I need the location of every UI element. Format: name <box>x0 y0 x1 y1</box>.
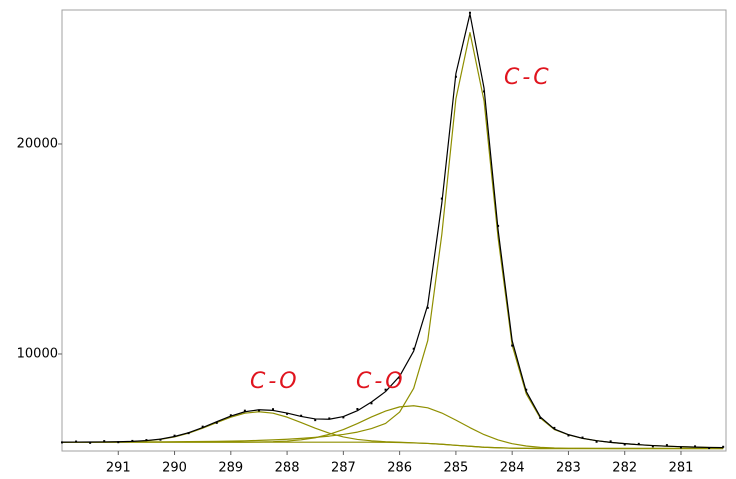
data-point <box>440 197 443 200</box>
data-point <box>229 414 232 417</box>
annotation: C-O <box>356 369 406 394</box>
data-point <box>623 443 626 446</box>
data-point <box>412 347 415 350</box>
y-tick-label: 20000 <box>17 136 58 151</box>
x-tick-label: 287 <box>331 461 356 476</box>
x-tick-label: 283 <box>556 461 581 476</box>
data-point <box>187 432 190 435</box>
data-point <box>328 417 331 420</box>
data-point <box>722 445 725 448</box>
annotation: C-C <box>504 65 552 90</box>
data-point <box>342 416 345 419</box>
data-point <box>75 440 78 443</box>
data-point <box>567 434 570 437</box>
data-point <box>201 425 204 428</box>
data-point <box>497 224 500 227</box>
data-point <box>609 440 612 443</box>
data-point <box>454 75 457 78</box>
data-point <box>511 344 514 347</box>
data-point <box>384 388 387 391</box>
data-point <box>61 441 63 444</box>
x-tick-label: 286 <box>387 461 412 476</box>
annotation: C-O <box>250 369 300 394</box>
data-point <box>581 436 584 439</box>
data-point <box>651 445 654 448</box>
data-point <box>483 90 486 93</box>
data-point <box>468 11 471 14</box>
x-tick-label: 285 <box>443 461 468 476</box>
data-point <box>637 442 640 445</box>
data-point <box>145 439 148 442</box>
data-point <box>314 419 317 422</box>
x-tick-label: 288 <box>275 461 300 476</box>
data-point <box>243 409 246 412</box>
x-tick-label: 289 <box>218 461 243 476</box>
x-tick-label: 291 <box>106 461 131 476</box>
data-point <box>525 388 528 391</box>
data-point <box>103 440 106 443</box>
data-point <box>300 414 303 417</box>
data-point <box>173 434 176 437</box>
data-point <box>159 438 162 441</box>
data-point <box>370 402 373 405</box>
data-point <box>215 421 218 424</box>
data-point <box>117 441 120 444</box>
data-point <box>257 409 260 412</box>
data-point <box>89 441 92 444</box>
x-tick-label: 281 <box>669 461 694 476</box>
data-point <box>708 447 711 450</box>
data-point <box>679 446 682 449</box>
data-point <box>426 306 429 309</box>
data-point <box>131 439 134 442</box>
data-point <box>553 426 556 429</box>
data-point <box>272 408 275 411</box>
data-point <box>595 440 598 443</box>
data-point <box>694 445 697 448</box>
data-point <box>286 412 289 415</box>
data-point <box>356 408 359 410</box>
x-tick-label: 284 <box>500 461 525 476</box>
envelope-line <box>61 13 724 449</box>
x-tick-label: 282 <box>612 461 637 476</box>
y-tick-label: 10000 <box>17 346 58 361</box>
data-point <box>539 417 542 420</box>
data-point <box>398 377 401 380</box>
data-point <box>665 444 668 447</box>
plot-frame <box>61 9 727 452</box>
x-tick-label: 290 <box>162 461 187 476</box>
